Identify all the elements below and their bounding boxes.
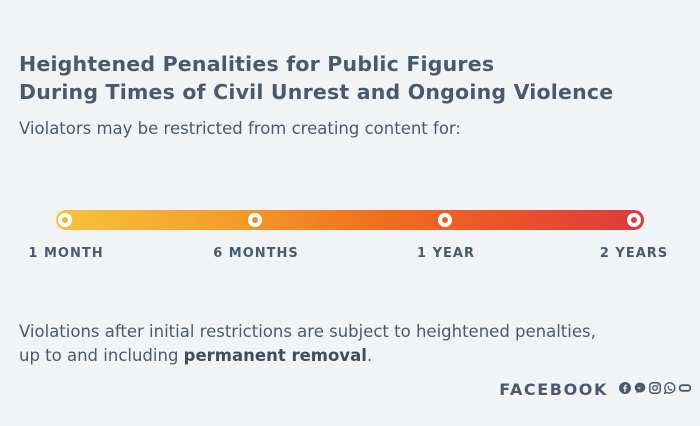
subtitle: Violators may be restricted from creatin…	[19, 119, 461, 138]
footnote-line-2-suffix: .	[366, 346, 373, 365]
timeline-node-1-year	[438, 213, 452, 227]
timeline-node-1-month	[58, 213, 72, 227]
whatsapp-icon	[664, 382, 676, 394]
title-line-1: Heightened Penalities for Public Figures	[19, 52, 495, 76]
penalty-timeline	[56, 210, 644, 230]
oculus-icon	[679, 384, 691, 392]
timeline-node-2-years	[627, 213, 641, 227]
timeline-node-6-months	[248, 213, 262, 227]
facebook-icon	[619, 382, 631, 394]
messenger-icon	[634, 382, 646, 394]
timeline-label-2-years: 2 YEARS	[599, 246, 669, 261]
instagram-icon	[649, 382, 661, 394]
brand-wordmark: FACEBOOK	[499, 380, 608, 399]
app-family-icons	[619, 382, 691, 394]
footnote-emphasis: permanent removal	[183, 346, 367, 365]
footnote-line-1: Violations after initial restrictions ar…	[19, 322, 596, 341]
title-line-2: During Times of Civil Unrest and Ongoing…	[19, 80, 614, 104]
timeline-label-1-year: 1 YEAR	[417, 246, 475, 261]
timeline-label-6-months: 6 MONTHS	[213, 246, 299, 261]
footnote-line-2: up to and including permanent removal.	[19, 346, 372, 365]
page-title: Heightened Penalities for Public Figures…	[19, 50, 679, 106]
footnote: Violations after initial restrictions ar…	[19, 320, 679, 368]
footnote-line-2-prefix: up to and including	[19, 346, 184, 365]
timeline-label-1-month: 1 MONTH	[28, 246, 104, 261]
